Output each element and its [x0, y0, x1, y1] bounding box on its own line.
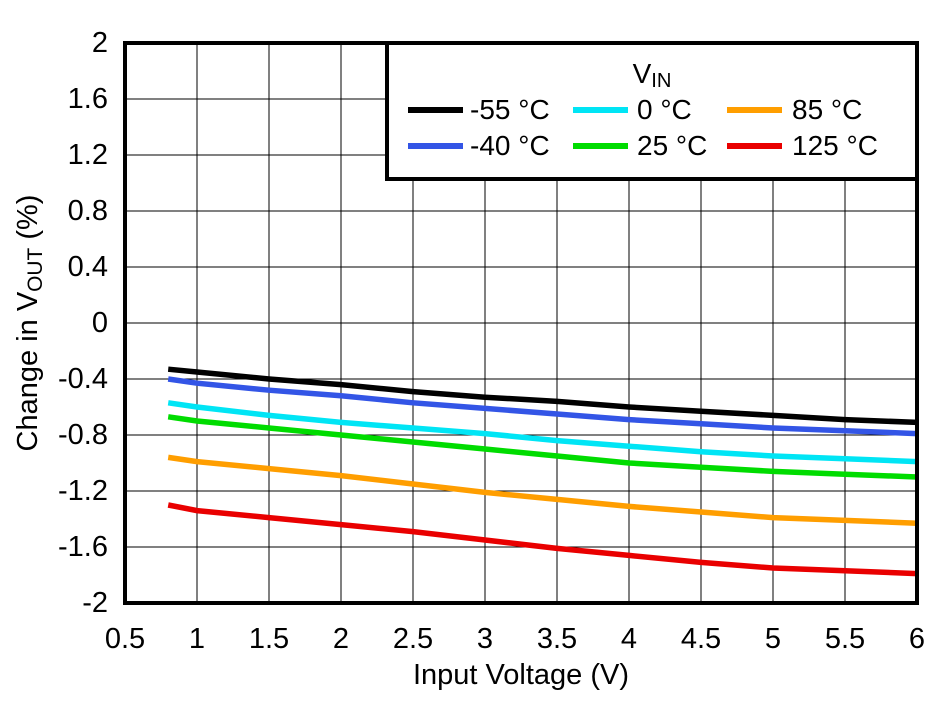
series-line-0-C — [167, 400, 918, 465]
legend-title: VIN — [552, 57, 752, 94]
y-tick-label: -0.4 — [58, 363, 108, 395]
x-tick-label: 1 — [188, 623, 206, 655]
x-tick-label: 4.5 — [680, 623, 722, 655]
legend-label: 0 °C — [637, 94, 692, 125]
x-tick-label: 3.5 — [536, 623, 578, 655]
x-tick-label: 0.5 — [104, 623, 146, 655]
x-tick-label: 4 — [620, 623, 638, 655]
x-tick-label: 6 — [908, 623, 926, 655]
x-axis-title: Input Voltage (V) — [412, 659, 630, 691]
y-tick-label: 0.8 — [67, 195, 108, 227]
series-line-25-C — [167, 414, 918, 480]
y-tick-label: 0.4 — [67, 251, 108, 283]
legend-label: 125 °C — [792, 130, 878, 161]
y-tick-label: 1.2 — [67, 139, 108, 171]
series-line-40-C — [167, 376, 918, 437]
legend-label: 85 °C — [792, 94, 863, 125]
y-tick-label: -2 — [82, 587, 108, 619]
legend-box — [385, 41, 919, 181]
x-tick-label: 5.5 — [824, 623, 866, 655]
series-line-85-C — [167, 454, 918, 526]
legend-label: -55 °C — [470, 94, 550, 125]
legend-label: -40 °C — [470, 130, 550, 161]
x-tick-label: 3 — [476, 623, 494, 655]
y-tick-label: -1.6 — [58, 531, 108, 563]
series-line-55-C — [167, 366, 918, 426]
y-tick-label: 1.6 — [67, 83, 108, 115]
x-tick-label: 5 — [764, 623, 782, 655]
y-tick-label: -0.8 — [58, 419, 108, 451]
series-line-125-C — [167, 502, 918, 577]
y-tick-label: 0 — [91, 307, 108, 339]
y-tick-label: -1.2 — [58, 475, 108, 507]
legend-title-subscript: IN — [651, 70, 672, 93]
y-tick-label: 2 — [91, 27, 108, 59]
legend-title-prefix: V — [632, 58, 652, 89]
legend-label: 25 °C — [637, 130, 708, 161]
x-tick-label: 2 — [332, 623, 350, 655]
x-tick-label: 2.5 — [392, 623, 434, 655]
x-tick-label: 1.5 — [248, 623, 290, 655]
